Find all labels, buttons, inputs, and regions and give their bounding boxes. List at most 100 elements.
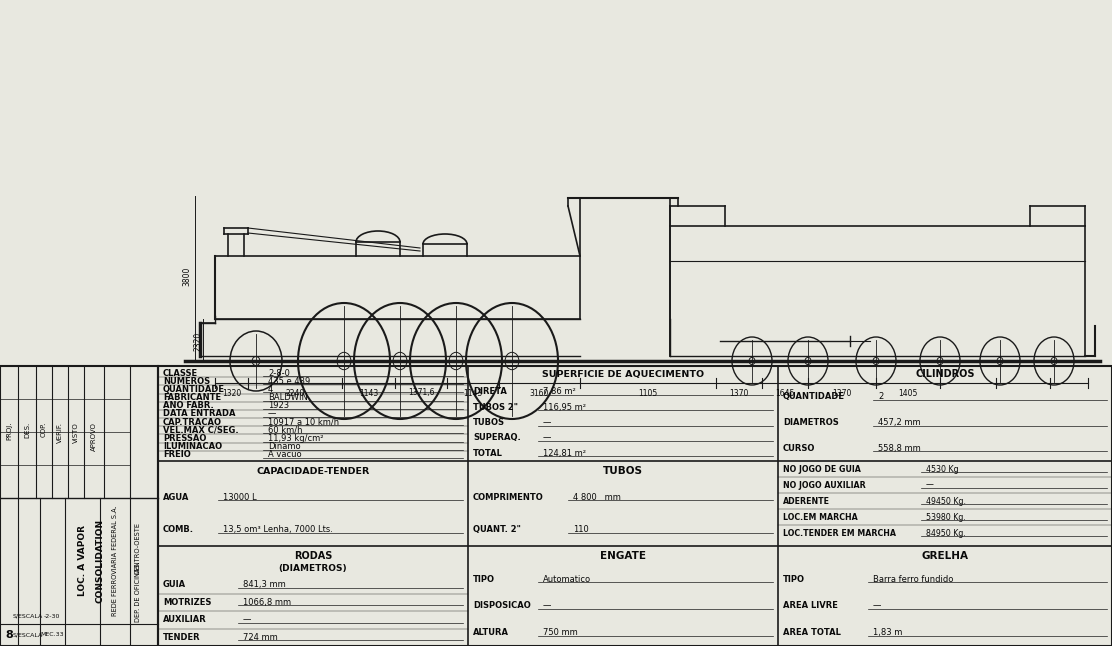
Text: 49450 Kg.: 49450 Kg. (926, 497, 966, 506)
Text: 750 mm: 750 mm (543, 628, 578, 637)
Text: 8: 8 (6, 630, 13, 640)
Text: DEP. DE OFICINAS: DEP. DE OFICINAS (135, 563, 141, 621)
Text: NUMEROS: NUMEROS (163, 377, 210, 386)
Text: CONSOLIDATION: CONSOLIDATION (96, 519, 105, 603)
Text: TUBOS: TUBOS (473, 418, 505, 427)
Text: COMB.: COMB. (163, 525, 193, 534)
Text: PRESSAO: PRESSAO (163, 434, 207, 443)
Text: 53980 Kg.: 53980 Kg. (926, 513, 966, 521)
Text: LOC.TENDER EM MARCHA: LOC.TENDER EM MARCHA (783, 528, 896, 537)
Text: 124,81 m²: 124,81 m² (543, 449, 586, 458)
Text: FABRICANTE: FABRICANTE (163, 393, 221, 402)
Text: 4530 Kg: 4530 Kg (926, 464, 959, 474)
Text: Automatico: Automatico (543, 575, 592, 584)
Text: AREA TOTAL: AREA TOTAL (783, 628, 841, 637)
Text: LOC.EM MARCHA: LOC.EM MARCHA (783, 513, 857, 521)
Text: 13000 L: 13000 L (224, 493, 257, 502)
Text: CILINDROS: CILINDROS (915, 369, 975, 379)
Text: 1143: 1143 (464, 388, 483, 397)
Text: GRELHA: GRELHA (922, 551, 969, 561)
Text: NO JOGO AUXILIAR: NO JOGO AUXILIAR (783, 481, 866, 490)
Text: APROVO: APROVO (91, 422, 97, 451)
Text: MOTRIZES: MOTRIZES (163, 598, 211, 607)
Text: S/ESCALA: S/ESCALA (13, 614, 43, 618)
Text: 1143: 1143 (359, 388, 378, 397)
Text: S/ESCALA: S/ESCALA (13, 632, 43, 638)
Text: TIPO: TIPO (473, 575, 495, 584)
Text: 84950 Kg.: 84950 Kg. (926, 528, 966, 537)
Text: 1405: 1405 (898, 388, 917, 397)
Text: 2240: 2240 (286, 388, 305, 397)
Text: LOC. A VAPOR: LOC. A VAPOR (78, 525, 87, 596)
Text: -2-30: -2-30 (43, 614, 60, 618)
Text: SUPERAQ.: SUPERAQ. (473, 433, 520, 443)
Text: —: — (543, 601, 552, 610)
Text: —: — (268, 410, 277, 419)
Text: BALDWIN: BALDWIN (268, 393, 308, 402)
Text: DIRETA: DIRETA (473, 387, 507, 396)
Text: 4 800   mm: 4 800 mm (573, 493, 620, 502)
Text: DES.: DES. (24, 422, 30, 438)
Text: 1320: 1320 (222, 388, 241, 397)
Text: CAPACIDADE-TENDER: CAPACIDADE-TENDER (257, 466, 369, 475)
Text: DATA ENTRADA: DATA ENTRADA (163, 410, 236, 419)
Text: FREIO: FREIO (163, 450, 191, 459)
Text: 60 km/h: 60 km/h (268, 426, 302, 435)
Text: —: — (926, 481, 934, 490)
Text: TIPO: TIPO (783, 575, 805, 584)
Text: REDE FERROVIARIA FEDERAL S.A.: REDE FERROVIARIA FEDERAL S.A. (112, 506, 118, 616)
Text: (DIAMETROS): (DIAMETROS) (279, 563, 347, 572)
Text: 2-8-0: 2-8-0 (268, 369, 290, 378)
Text: SUPERFICIE DE AQUECIMENTO: SUPERFICIE DE AQUECIMENTO (542, 370, 704, 379)
Text: 841,3 mm: 841,3 mm (244, 580, 286, 589)
Text: TOTAL: TOTAL (473, 449, 503, 458)
Text: AUXILIAR: AUXILIAR (163, 615, 207, 624)
Text: ANO FABR.: ANO FABR. (163, 401, 214, 410)
Text: VERIF.: VERIF. (57, 422, 63, 443)
Text: QUANT. 2": QUANT. 2" (473, 525, 520, 534)
Text: 3160: 3160 (529, 388, 549, 397)
Text: ALTURA: ALTURA (473, 628, 509, 637)
Text: 457,2 mm: 457,2 mm (878, 418, 921, 427)
Text: QUANTIDADE: QUANTIDADE (783, 392, 845, 401)
Text: 1645: 1645 (775, 388, 795, 397)
Text: 1370: 1370 (729, 388, 748, 397)
Text: AREA LIVRE: AREA LIVRE (783, 601, 837, 610)
Text: TUBOS: TUBOS (603, 466, 643, 476)
Text: NO JOGO DE GUIA: NO JOGO DE GUIA (783, 464, 861, 474)
Text: CLASSE: CLASSE (163, 369, 198, 378)
Text: —: — (543, 433, 552, 443)
Text: TUBOS 2": TUBOS 2" (473, 402, 518, 412)
Text: Dinamo: Dinamo (268, 443, 300, 451)
Text: Barra ferro fundido: Barra ferro fundido (873, 575, 953, 584)
Text: PROJ.: PROJ. (6, 422, 12, 441)
Text: DISPOSICAO: DISPOSICAO (473, 601, 530, 610)
Text: QUANTIDADE: QUANTIDADE (163, 385, 225, 394)
Text: AGUA: AGUA (163, 493, 189, 502)
Text: CURSO: CURSO (783, 444, 815, 453)
Text: MEC.33: MEC.33 (40, 632, 63, 638)
Text: 110: 110 (573, 525, 588, 534)
Bar (0, 366, 158, 646)
Text: A vacuo: A vacuo (268, 450, 301, 459)
Text: GUIA: GUIA (163, 580, 186, 589)
Text: 724 mm: 724 mm (244, 632, 278, 641)
Text: ADERENTE: ADERENTE (783, 497, 830, 506)
Text: ILUMINACAO: ILUMINACAO (163, 443, 222, 451)
Bar (158, 366, 1112, 646)
Text: 2: 2 (878, 392, 883, 401)
Text: DIAMETROS: DIAMETROS (783, 418, 838, 427)
Text: 1371,6: 1371,6 (408, 388, 435, 397)
Text: 4: 4 (268, 385, 274, 394)
Text: 7,86 m²: 7,86 m² (543, 387, 576, 396)
Text: 116,95 m²: 116,95 m² (543, 402, 586, 412)
Text: VEL.MAX C/SEG.: VEL.MAX C/SEG. (163, 426, 239, 435)
Text: —: — (543, 418, 552, 427)
Text: 558,8 mm: 558,8 mm (878, 444, 921, 453)
Text: CAP.TRACAO: CAP.TRACAO (163, 418, 222, 426)
Text: CENTRO-OESTE: CENTRO-OESTE (135, 523, 141, 574)
Text: 1066,8 mm: 1066,8 mm (244, 598, 291, 607)
Text: —: — (244, 615, 251, 624)
Text: —: — (873, 601, 882, 610)
Text: ENGATE: ENGATE (600, 551, 646, 561)
